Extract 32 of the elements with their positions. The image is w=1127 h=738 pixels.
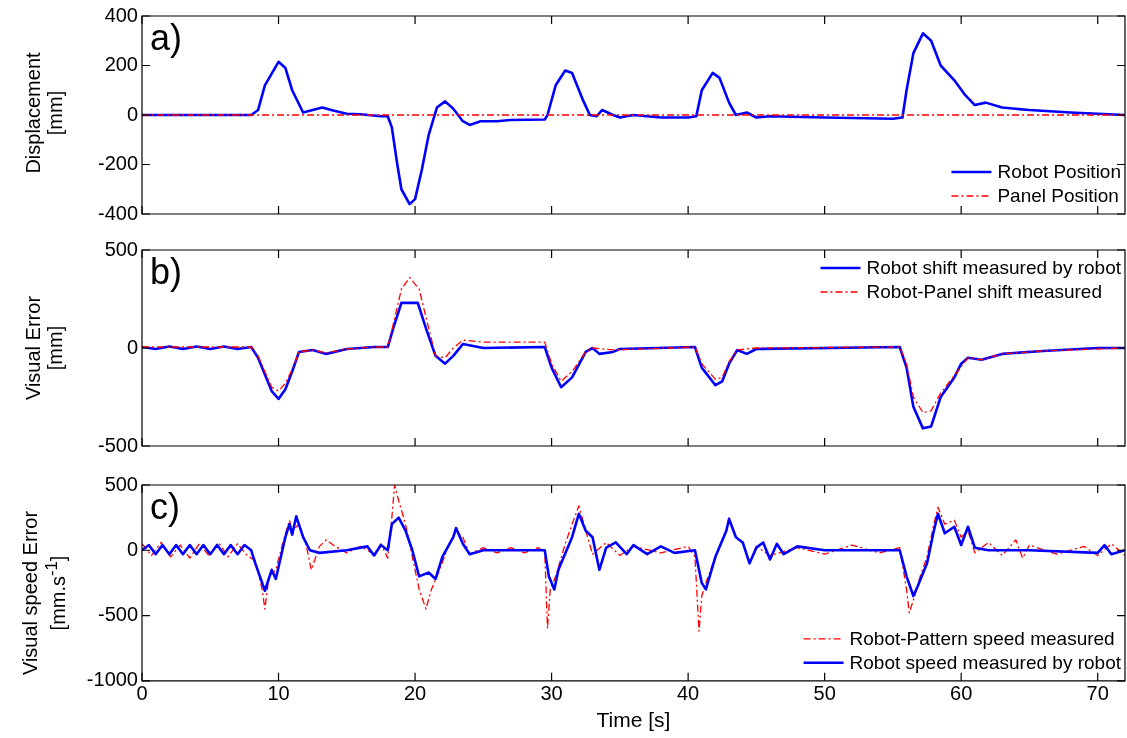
annotation: a) — [150, 16, 183, 58]
y-tick-label: -500 — [97, 603, 138, 626]
x-tick-label: 10 — [267, 682, 290, 705]
y-axis-title: Displacement [mm] — [22, 51, 66, 176]
y-tick-label: 0 — [126, 335, 138, 358]
x-axis-title: Time [s] — [596, 708, 671, 732]
x-tick-label: 70 — [1086, 682, 1109, 705]
legend-label: Panel Position — [997, 185, 1119, 207]
y-tick-label: -1000 — [86, 668, 138, 691]
legend-label: Robot-Panel shift measured — [866, 281, 1102, 303]
y-tick-label: 500 — [104, 237, 138, 260]
y-axis-title: Visual Error [mm] — [22, 294, 66, 403]
x-tick-label: 30 — [540, 682, 563, 705]
y-tick-label: -500 — [97, 433, 138, 456]
y-tick-label: 0 — [126, 537, 138, 560]
y-tick-label: -400 — [97, 201, 138, 224]
legend-label: Robot shift measured by robot — [866, 257, 1122, 279]
y-tick-label: -200 — [97, 152, 138, 175]
annotation: c) — [150, 485, 180, 527]
annotation: b) — [150, 250, 183, 292]
legend-label: Robot-Pattern speed measured — [849, 628, 1115, 650]
legend-label: Robot Position — [997, 161, 1121, 183]
y-tick-label: 200 — [104, 53, 138, 76]
y-tick-label: 500 — [104, 472, 138, 495]
x-tick-label: 40 — [676, 682, 700, 705]
x-tick-label: 60 — [950, 682, 973, 705]
y-tick-label: 0 — [126, 102, 138, 125]
y-tick-label: 400 — [104, 3, 138, 26]
line-series — [142, 485, 1125, 632]
x-tick-label: 50 — [813, 682, 836, 705]
x-tick-label: 20 — [403, 682, 427, 705]
legend-label: Robot speed measured by robot — [849, 652, 1122, 674]
